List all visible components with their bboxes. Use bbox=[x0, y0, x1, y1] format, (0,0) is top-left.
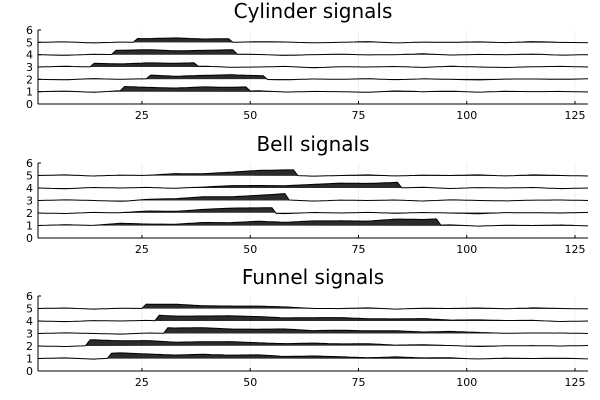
y-tick-label: 0 bbox=[26, 232, 33, 245]
x-tick-label: 125 bbox=[565, 243, 586, 256]
x-tick-label: 50 bbox=[243, 243, 257, 256]
y-tick-label: 1 bbox=[26, 353, 33, 366]
signal-trace bbox=[37, 207, 589, 215]
x-tick-label: 75 bbox=[351, 243, 365, 256]
y-tick-label: 4 bbox=[26, 315, 33, 328]
y-tick-label: 3 bbox=[26, 61, 33, 74]
y-tick-label: 4 bbox=[26, 182, 33, 195]
y-tick-label: 1 bbox=[26, 220, 33, 233]
signal-trace bbox=[37, 62, 589, 69]
y-tick-label: 0 bbox=[26, 98, 33, 111]
signal-trace bbox=[37, 74, 589, 81]
signal-trace bbox=[37, 49, 588, 56]
y-tick-label: 3 bbox=[26, 195, 33, 208]
signal-trace bbox=[37, 181, 589, 190]
x-tick-label: 75 bbox=[351, 376, 365, 389]
y-tick-label: 4 bbox=[26, 49, 33, 62]
signal-trace bbox=[37, 303, 589, 310]
signal-trace bbox=[37, 327, 589, 335]
x-tick-label: 25 bbox=[135, 109, 149, 122]
x-tick-label: 50 bbox=[243, 376, 257, 389]
y-tick-label: 2 bbox=[26, 207, 33, 220]
y-tick-label: 1 bbox=[26, 86, 33, 99]
chart-title: Cylinder signals bbox=[234, 0, 393, 23]
signal-trace bbox=[37, 86, 589, 93]
x-tick-label: 100 bbox=[456, 376, 477, 389]
signal-trace bbox=[37, 314, 589, 323]
chart-title: Funnel signals bbox=[242, 265, 384, 289]
y-tick-label: 2 bbox=[26, 73, 33, 86]
y-tick-label: 5 bbox=[26, 170, 33, 183]
y-tick-label: 3 bbox=[26, 328, 33, 341]
signal-trace bbox=[37, 193, 589, 202]
x-tick-label: 125 bbox=[565, 376, 586, 389]
signal-trace bbox=[38, 37, 589, 44]
y-tick-label: 6 bbox=[26, 24, 33, 37]
x-tick-label: 100 bbox=[456, 109, 477, 122]
chart-title: Bell signals bbox=[256, 132, 369, 156]
x-tick-label: 25 bbox=[135, 243, 149, 256]
signal-trace bbox=[37, 352, 589, 360]
x-tick-label: 100 bbox=[456, 243, 477, 256]
signal-trace bbox=[37, 218, 589, 227]
y-tick-label: 6 bbox=[26, 157, 33, 170]
x-tick-label: 25 bbox=[135, 376, 149, 389]
x-tick-label: 125 bbox=[565, 109, 586, 122]
y-tick-label: 6 bbox=[26, 290, 33, 303]
x-tick-label: 75 bbox=[351, 109, 365, 122]
y-tick-label: 5 bbox=[26, 303, 33, 316]
y-tick-label: 2 bbox=[26, 340, 33, 353]
signal-trace bbox=[37, 339, 589, 347]
y-tick-label: 0 bbox=[26, 365, 33, 378]
y-tick-label: 5 bbox=[26, 36, 33, 49]
x-tick-label: 50 bbox=[243, 109, 257, 122]
signal-trace bbox=[37, 169, 589, 177]
